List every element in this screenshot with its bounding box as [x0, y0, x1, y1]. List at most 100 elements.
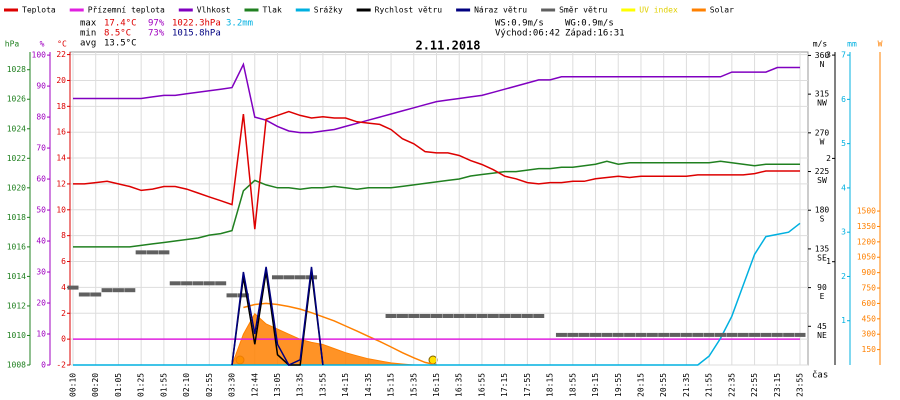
x-tick-label: 02:10 — [182, 373, 191, 397]
wind-direction-dot — [396, 313, 408, 318]
dir-tick-label: 180 — [815, 206, 830, 215]
legend-label: Teplota — [22, 6, 56, 15]
y-tick-label: 90 — [36, 82, 46, 91]
y-tick-label: 40 — [36, 237, 46, 246]
x-tick-label: 18:15 — [546, 373, 555, 397]
y-tick-label: 2 — [826, 154, 831, 163]
wind-direction-dot — [465, 313, 477, 318]
y-tick-label: 1012 — [7, 301, 26, 310]
wind-direction-dot — [749, 332, 761, 337]
wind-direction-dot — [510, 313, 522, 318]
y-tick-label: -2 — [56, 361, 66, 370]
wind-direction-dot — [169, 281, 181, 286]
wind-direction-dot — [714, 332, 726, 337]
x-tick-label: 22:35 — [727, 373, 736, 397]
y-tick-label: 4 — [841, 183, 846, 192]
dir-tick-label: 315 — [815, 90, 830, 99]
y-tick-label: 0 — [61, 335, 66, 344]
y-tick-label: 450 — [862, 314, 877, 323]
wind-direction-dot — [237, 293, 249, 298]
series-line — [73, 110, 800, 230]
y-tick-label: 2 — [841, 272, 846, 281]
wind-direction-dot — [771, 332, 783, 337]
y-tick-label: 1 — [841, 316, 846, 325]
stat: Západ:16:31 — [565, 29, 625, 39]
wind-direction-dot — [669, 332, 681, 337]
dir-tick-label: 90 — [817, 283, 827, 292]
y-tick-label: 1200 — [857, 237, 876, 246]
wind-direction-dot — [90, 292, 102, 297]
x-tick-label: 16:55 — [477, 373, 486, 397]
stat: min — [80, 29, 96, 39]
stat: WS:0.9m/s — [495, 19, 544, 29]
y-tick-label: 10 — [36, 330, 46, 339]
wind-direction-dot — [499, 313, 511, 318]
y-tick-label: 1018 — [7, 213, 26, 222]
y-tick-label: 3 — [841, 228, 846, 237]
y-tick-label: 14 — [56, 154, 66, 163]
x-tick-label: 19:15 — [591, 373, 600, 397]
y-tick-label: 3 — [826, 51, 831, 60]
wind-direction-dot — [453, 313, 465, 318]
wind-direction-dot — [521, 313, 533, 318]
series-line — [73, 160, 800, 248]
wind-direction-dot — [703, 332, 715, 337]
wind-direction-dot — [624, 332, 636, 337]
wind-direction-dot — [635, 332, 647, 337]
legend-label: Rychlost větru — [375, 6, 443, 15]
axis-unit: °C — [57, 40, 67, 49]
wind-direction-dot — [442, 313, 454, 318]
wind-direction-dot — [726, 332, 738, 337]
x-tick-label: 16:35 — [455, 373, 464, 397]
x-tick-label: 17:55 — [523, 373, 532, 397]
y-tick-label: 70 — [36, 144, 46, 153]
wind-direction-dot — [78, 292, 90, 297]
dir-tick-label: 135 — [815, 244, 830, 253]
wind-direction-dot — [124, 288, 136, 293]
dir-tick-label: 45 — [817, 322, 827, 331]
legend-label: Vlhkost — [197, 6, 231, 15]
dir-name-label: NE — [817, 331, 827, 340]
stat: avg — [80, 39, 96, 49]
wind-direction-dot — [487, 313, 499, 318]
chart-title: 2.11.2018 — [415, 39, 480, 53]
stat: max — [80, 19, 97, 29]
x-tick-label: 18:55 — [568, 373, 577, 397]
wind-direction-dot — [567, 332, 579, 337]
legend-label: UV index — [639, 6, 678, 15]
wind-direction-dot — [135, 250, 147, 255]
y-tick-label: 1050 — [857, 253, 876, 262]
x-tick-label: 14:15 — [341, 373, 350, 397]
wind-direction-dot — [692, 332, 704, 337]
wind-direction-dot — [578, 332, 590, 337]
dir-tick-label: 270 — [815, 128, 830, 137]
y-tick-label: 0 — [41, 361, 46, 370]
stat: 1015.8hPa — [172, 29, 221, 39]
y-tick-label: 16 — [56, 128, 66, 137]
y-tick-label: 20 — [56, 76, 66, 85]
series-line — [73, 222, 801, 366]
x-tick-label: 17:15 — [500, 373, 509, 397]
x-tick-label: 14:35 — [364, 373, 373, 397]
x-tick-label: 23:15 — [773, 373, 782, 397]
x-tick-label: 22:55 — [750, 373, 759, 397]
y-tick-label: 1028 — [7, 65, 26, 74]
y-tick-label: 10 — [56, 205, 66, 214]
wind-direction-dot — [783, 332, 795, 337]
wind-direction-dot — [271, 275, 283, 280]
y-tick-label: 7 — [841, 51, 846, 60]
wind-direction-dot — [737, 332, 749, 337]
x-tick-label: 16:15 — [432, 373, 441, 397]
y-tick-label: 600 — [862, 299, 877, 308]
dir-tick-label: 360 — [815, 51, 830, 60]
y-tick-label: 4 — [61, 283, 66, 292]
stat: Východ:06:42 — [495, 29, 560, 39]
wind-direction-dot — [408, 313, 420, 318]
dir-name-label: S — [820, 215, 825, 224]
wind-direction-dot — [601, 332, 613, 337]
x-tick-label: 01:05 — [114, 373, 123, 397]
axis-unit: m/s — [813, 40, 828, 49]
wind-direction-dot — [658, 332, 670, 337]
legend-label: Srážky — [314, 6, 343, 15]
x-tick-label: 13:55 — [318, 373, 327, 397]
